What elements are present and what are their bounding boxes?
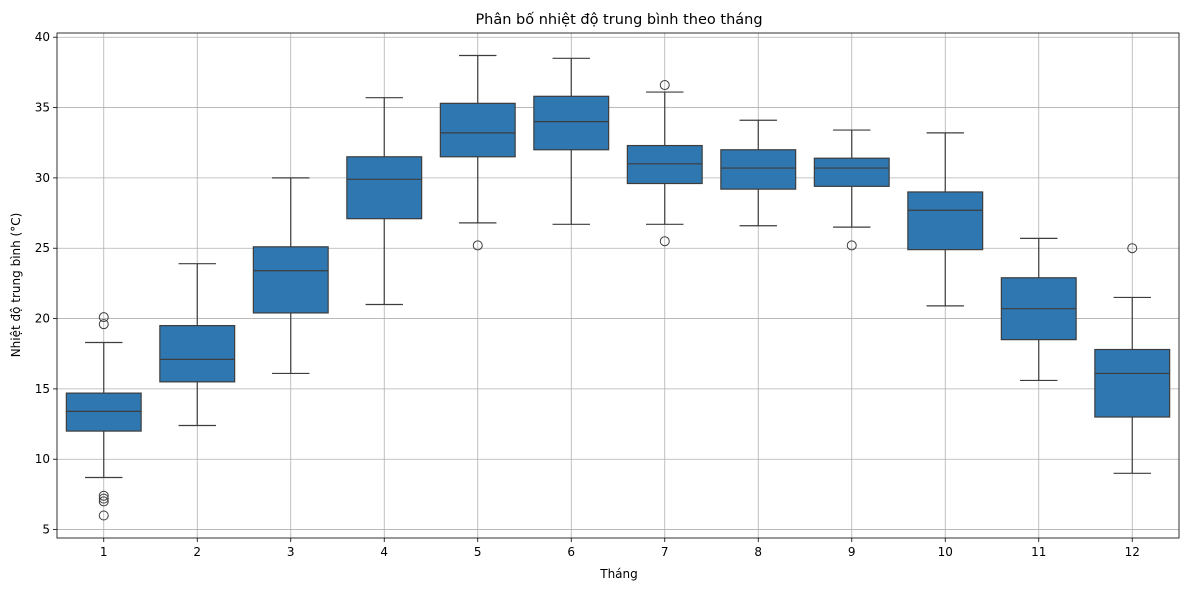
x-tick-label: 9 bbox=[848, 545, 856, 559]
x-tick-label: 7 bbox=[661, 545, 669, 559]
y-tick-label: 40 bbox=[35, 30, 50, 44]
box-month-2 bbox=[159, 263, 236, 427]
box-month-7 bbox=[626, 80, 703, 247]
outlier-point bbox=[472, 240, 483, 251]
x-tick-label: 3 bbox=[287, 545, 295, 559]
outlier-point bbox=[98, 493, 109, 504]
box-month-11 bbox=[1000, 237, 1077, 382]
box-iqr bbox=[1094, 348, 1171, 418]
box-month-10 bbox=[907, 132, 984, 307]
y-tick-label: 20 bbox=[35, 312, 50, 326]
box-iqr bbox=[533, 95, 610, 151]
y-tick-label: 35 bbox=[35, 101, 50, 115]
box-iqr bbox=[720, 149, 797, 190]
plot-frame bbox=[56, 32, 1180, 539]
x-tick-label: 10 bbox=[938, 545, 953, 559]
box-iqr bbox=[346, 156, 423, 220]
box-iqr bbox=[907, 191, 984, 251]
outlier-point bbox=[98, 319, 109, 330]
y-tick-label: 5 bbox=[42, 523, 50, 537]
x-tick-label: 12 bbox=[1125, 545, 1140, 559]
box-month-8 bbox=[720, 119, 797, 227]
y-tick-label: 30 bbox=[35, 171, 50, 185]
outlier-point bbox=[659, 236, 670, 247]
x-tick-label: 1 bbox=[100, 545, 108, 559]
outlier-point bbox=[98, 312, 109, 323]
x-tick-label: 2 bbox=[193, 545, 201, 559]
box-month-1 bbox=[65, 312, 142, 521]
x-axis-label: Tháng bbox=[599, 567, 638, 581]
box-month-6 bbox=[533, 57, 610, 225]
outlier-point bbox=[98, 496, 109, 507]
box-iqr bbox=[626, 144, 703, 185]
box-series bbox=[65, 54, 1171, 521]
box-month-3 bbox=[252, 177, 329, 375]
box-iqr bbox=[252, 246, 329, 314]
outlier-point bbox=[846, 240, 857, 251]
x-tick-label: 11 bbox=[1031, 545, 1046, 559]
box-month-9 bbox=[813, 129, 890, 251]
box-month-4 bbox=[346, 97, 423, 306]
x-tick-label: 8 bbox=[754, 545, 762, 559]
outlier-point bbox=[98, 510, 109, 521]
box-iqr bbox=[813, 157, 890, 187]
x-tick-label: 6 bbox=[567, 545, 575, 559]
box-month-12 bbox=[1094, 243, 1171, 474]
y-tick-label: 25 bbox=[35, 241, 50, 255]
x-tick-label: 4 bbox=[380, 545, 388, 559]
x-tick-label: 5 bbox=[474, 545, 482, 559]
box-iqr bbox=[159, 324, 236, 383]
y-tick-label: 10 bbox=[35, 452, 50, 466]
outlier-point bbox=[98, 490, 109, 501]
box-month-5 bbox=[439, 54, 516, 251]
x-axis: 1 2 3 4 5 6 7 8 9 10 11 12 bbox=[100, 538, 1140, 559]
y-tick-label: 15 bbox=[35, 382, 50, 396]
y-axis-label: Nhiệt độ trung bình (°C) bbox=[9, 213, 23, 358]
y-axis: 5 10 15 20 25 30 35 40 bbox=[35, 30, 57, 537]
box-iqr bbox=[65, 392, 142, 432]
box-iqr bbox=[439, 102, 516, 158]
outlier-point bbox=[1127, 243, 1138, 254]
outlier-point bbox=[659, 80, 670, 91]
chart-title: Phân bố nhiệt độ trung bình theo tháng bbox=[475, 11, 762, 28]
